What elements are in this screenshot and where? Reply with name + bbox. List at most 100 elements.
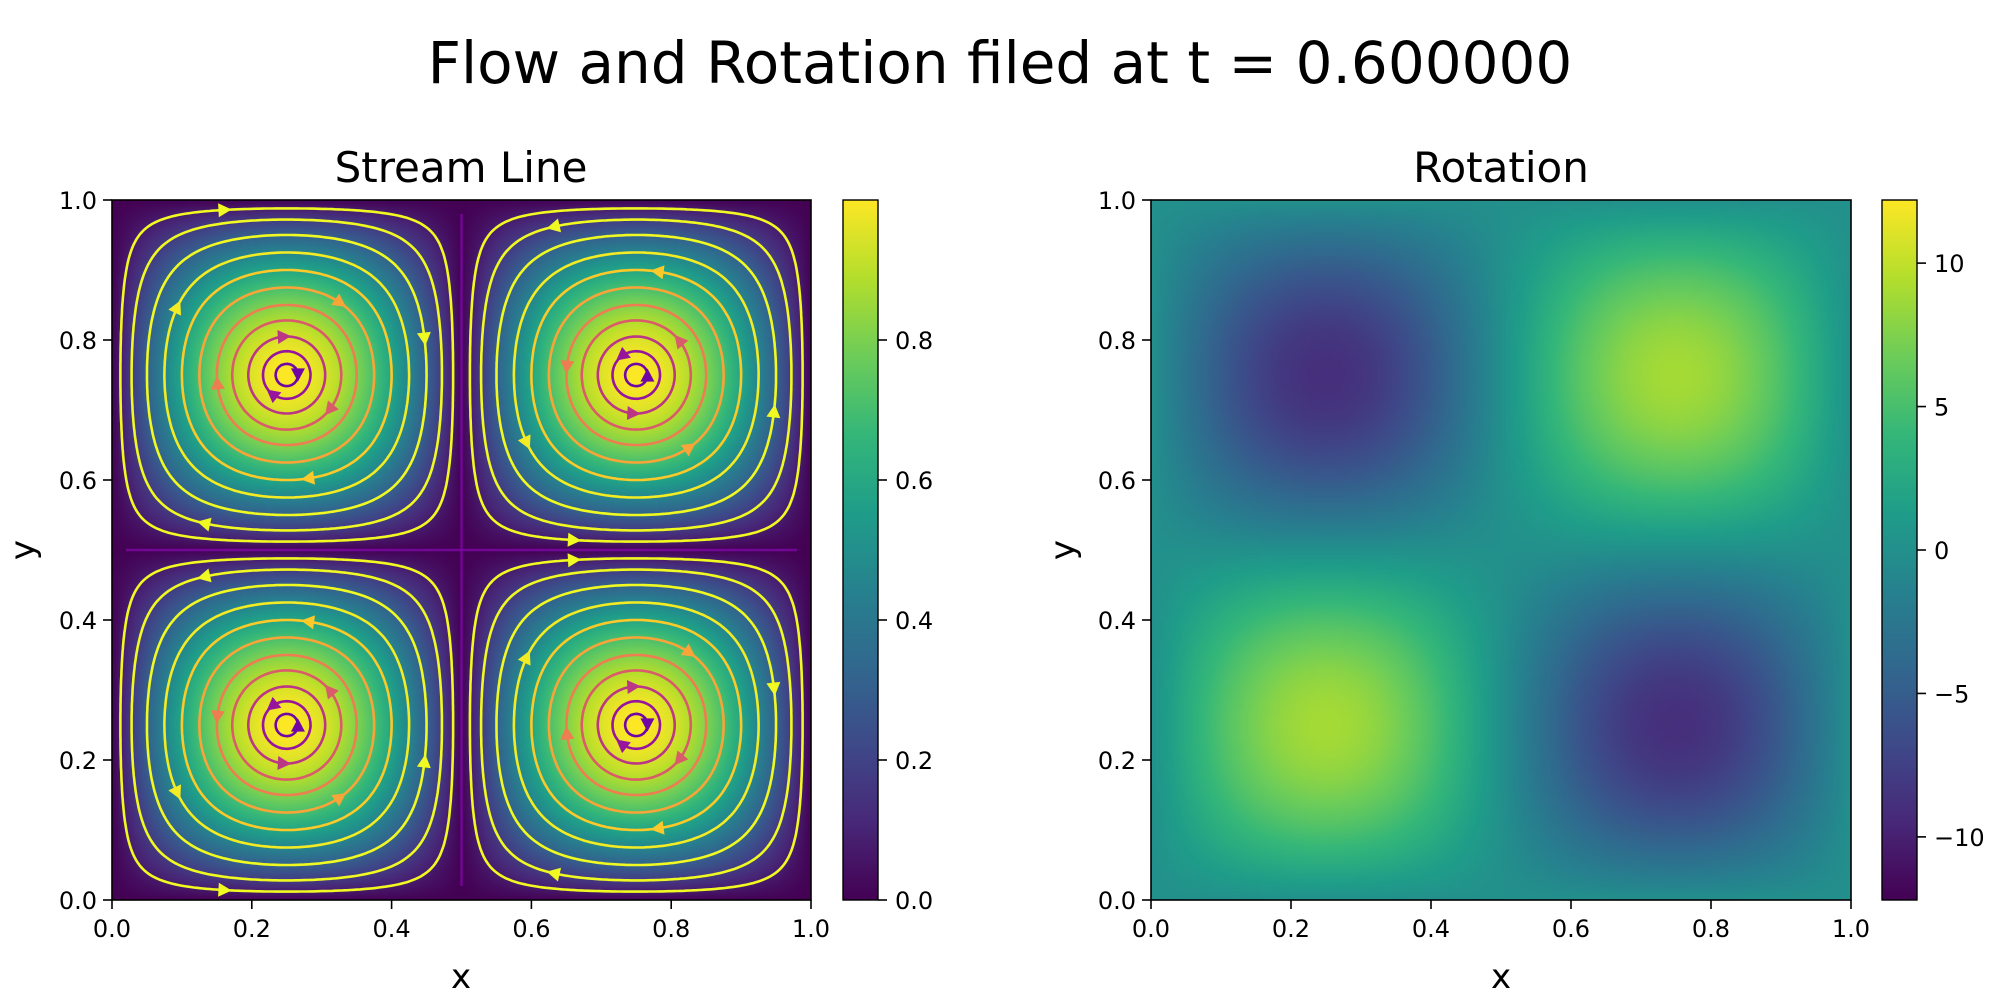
streamline-arrow bbox=[266, 389, 282, 404]
streamline bbox=[145, 583, 428, 867]
y-tick-label: 0.2 bbox=[1098, 747, 1136, 775]
rotation-ticks: 0.0 0.2 0.4 0.6 0.8 1.0 0.0 0.2 0.4 0.6 0.8 1.0 bbox=[1098, 187, 1870, 943]
colorbar-tick-label: 0.0 bbox=[895, 887, 933, 915]
streamline bbox=[119, 557, 455, 893]
streamline-arrow bbox=[300, 615, 316, 630]
rotation-plot-frame bbox=[1150, 199, 1852, 901]
colorbar-tick-label: 0.2 bbox=[895, 747, 933, 775]
streamline-arrow bbox=[218, 882, 232, 897]
streamline bbox=[596, 335, 677, 415]
y-tick-label: 0.2 bbox=[59, 747, 97, 775]
streamline bbox=[180, 618, 393, 832]
streamline-arrow bbox=[640, 718, 655, 732]
y-tick-label: 0.0 bbox=[59, 887, 97, 915]
colorbar-tick-label: 0.8 bbox=[895, 327, 933, 355]
colorbar-tick-label: 5 bbox=[1934, 394, 1949, 422]
streamline-arrow bbox=[626, 406, 641, 421]
colorbar-tick-label: 10 bbox=[1934, 250, 1965, 278]
rotation-ylabel: y bbox=[1043, 540, 1083, 560]
streamline bbox=[547, 636, 725, 814]
streamline-arrow bbox=[266, 696, 282, 711]
stream-line-ticks: 0.0 0.2 0.4 0.6 0.8 1.0 0.0 0.2 0.4 0.6 0.8 1.0 bbox=[59, 187, 830, 943]
streamline bbox=[547, 286, 725, 464]
y-tick-label: 0.8 bbox=[59, 327, 97, 355]
streamline-arrow bbox=[277, 756, 292, 771]
x-tick-label: 0.0 bbox=[1132, 915, 1170, 943]
x-tick-label: 1.0 bbox=[792, 915, 830, 943]
streamline-arrow bbox=[210, 376, 225, 390]
streamline-arrow bbox=[650, 820, 665, 835]
stream-line-plot-frame bbox=[111, 199, 812, 901]
colorbar-tick-label: 0 bbox=[1934, 537, 1949, 565]
streamline-arrow bbox=[290, 718, 305, 732]
streamline-arrow bbox=[168, 300, 182, 316]
streamline-arrow bbox=[560, 360, 575, 374]
streamline bbox=[180, 268, 393, 482]
y-tick-label: 0.0 bbox=[1098, 887, 1136, 915]
x-tick-label: 0.0 bbox=[93, 915, 131, 943]
streamline-arrow bbox=[331, 793, 347, 807]
streamline-arrow bbox=[546, 218, 562, 233]
streamline-arrow bbox=[168, 784, 182, 800]
streamline bbox=[565, 653, 708, 797]
streamline bbox=[611, 699, 662, 751]
colorbar-tick-label: −10 bbox=[1934, 824, 1985, 852]
rotation-colorbar-ticks: 10 5 0 −5 −10 bbox=[1917, 250, 1985, 852]
x-tick-label: 0.2 bbox=[233, 915, 271, 943]
rotation-xlabel: x bbox=[1491, 957, 1511, 997]
colorbar-tick-label: −5 bbox=[1934, 680, 1969, 708]
streamline bbox=[479, 218, 793, 532]
streamline bbox=[512, 601, 760, 849]
x-tick-label: 0.6 bbox=[1552, 915, 1590, 943]
streamline-arrow bbox=[546, 867, 562, 882]
streamline bbox=[479, 568, 793, 882]
streamline bbox=[565, 303, 708, 447]
streamline bbox=[130, 218, 444, 532]
x-tick-label: 1.0 bbox=[1832, 915, 1870, 943]
colorbar-tick-label: 0.4 bbox=[895, 607, 933, 635]
y-tick-label: 1.0 bbox=[1098, 187, 1136, 215]
streamline bbox=[611, 349, 662, 401]
x-tick-label: 0.4 bbox=[1412, 915, 1450, 943]
streamline-arrow bbox=[300, 470, 316, 485]
streamline-arrow bbox=[567, 553, 582, 568]
streamline-arrow bbox=[517, 650, 531, 666]
streamline-arrow bbox=[197, 568, 212, 583]
streamline bbox=[495, 233, 778, 517]
y-tick-label: 0.4 bbox=[1098, 607, 1136, 635]
streamline-arrow bbox=[277, 329, 292, 344]
streamline bbox=[468, 557, 804, 893]
streamline bbox=[145, 233, 428, 517]
streamline bbox=[261, 699, 312, 751]
streamline bbox=[163, 251, 411, 499]
streamline bbox=[198, 636, 376, 814]
streamline bbox=[230, 669, 343, 781]
streamlines bbox=[119, 203, 804, 897]
streamline-arrow bbox=[674, 750, 689, 766]
streamline bbox=[512, 251, 760, 499]
streamline-arrow bbox=[567, 532, 582, 547]
streamline-arrow bbox=[218, 203, 232, 218]
streamline-arrow bbox=[416, 754, 431, 769]
streamline-arrow bbox=[626, 679, 641, 694]
streamline bbox=[247, 685, 327, 765]
rotation-heatmap bbox=[1151, 200, 1851, 900]
y-tick-label: 0.6 bbox=[59, 467, 97, 495]
streamline-arrow bbox=[616, 739, 631, 754]
stream-line-xlabel: x bbox=[451, 957, 471, 997]
x-tick-label: 0.2 bbox=[1272, 915, 1310, 943]
streamline bbox=[623, 362, 649, 388]
streamline-arrow bbox=[416, 331, 431, 346]
streamline bbox=[215, 653, 358, 797]
streamline-arrow bbox=[680, 643, 696, 657]
streamline-arrow bbox=[197, 517, 212, 532]
streamline bbox=[530, 268, 743, 482]
rotation-colorbar bbox=[1882, 200, 1917, 900]
speed-colorbar bbox=[843, 200, 878, 900]
streamline bbox=[596, 685, 677, 765]
stream-line-panel: Stream Line 0.0 0.2 0.4 0.6 0.8 1.00.00.20.40… bbox=[3, 143, 933, 997]
figure-title: Flow and Rotation filed at t = 0.600000 bbox=[428, 29, 1573, 97]
streamline-arrow bbox=[640, 368, 655, 382]
y-tick-label: 0.6 bbox=[1098, 467, 1136, 495]
